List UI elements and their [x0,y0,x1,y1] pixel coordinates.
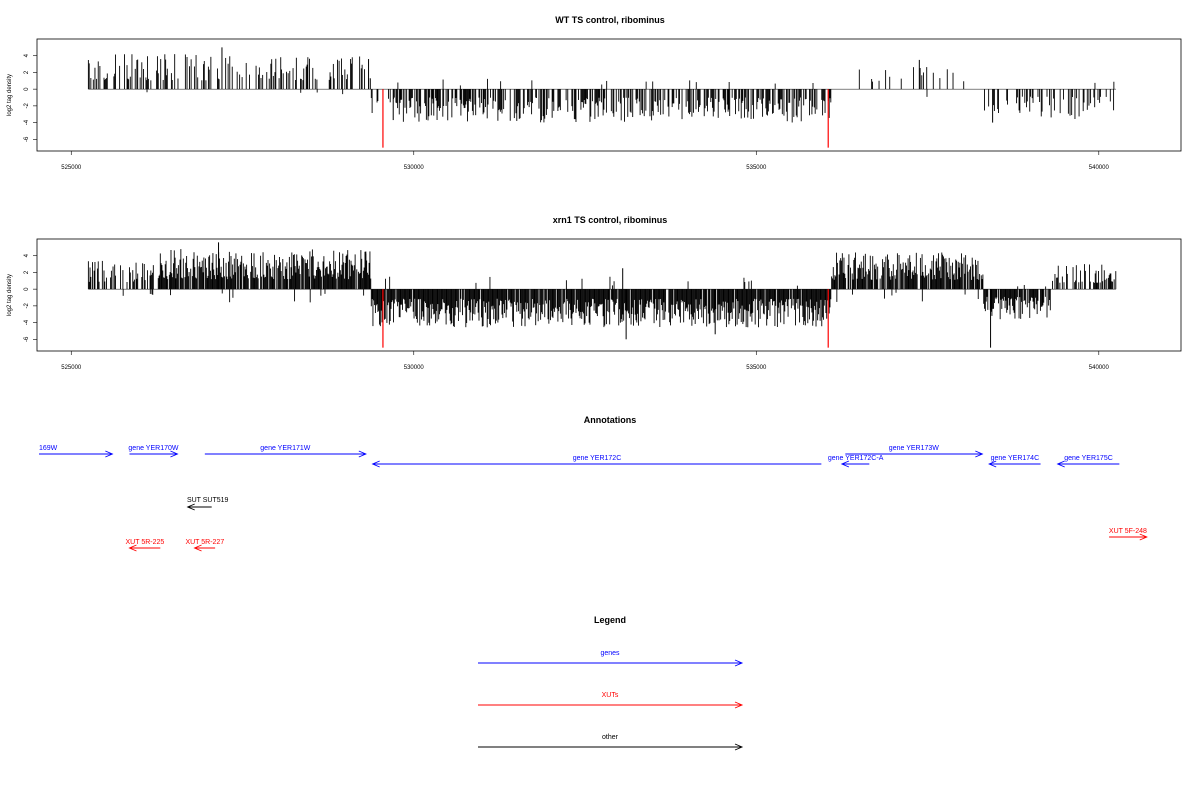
xut-label: XUT 5R-227 [185,539,224,546]
wt-track-title: WT TS control, ribominus [555,15,665,25]
gene-label: gene YER175C [1064,455,1113,462]
gene-label: gene YER172C-A [828,455,884,462]
legend-label: genes [600,650,620,657]
wt-y-axis-label: log2 tag density [7,74,13,116]
other-feature-arrow [186,503,212,511]
xrn1-track-panel: xrn1 TS control, ribominus log2 tag dens… [7,215,1182,371]
xut-label: XUT 5R-225 [126,539,165,546]
wt-x-ticks: 525000 530000 535000 540000 [61,151,1109,171]
legend-arrowhead [734,659,744,667]
other-feature-label: SUT SUT519 [187,497,229,504]
gene-label: gene YER172C [573,455,622,462]
xrn1-bars [87,242,1117,348]
gene-arrow [840,460,870,468]
legend-item: other [478,734,744,751]
legend-panel: Legend genes XUTs other [478,615,744,751]
y-tick-label: 0 [24,87,30,91]
gene-label: 169W [39,445,58,452]
annotations-panel: Annotations 169W gene YER170W gene YER171W… [39,415,1148,552]
y-tick-label: 2 [24,270,30,274]
gene-label: gene YER171W [260,445,310,452]
xut-label: XUT 5F-248 [1109,528,1147,535]
xrn1-y-axis-label: log2 tag density [7,274,13,316]
gene-label: gene YER170W [128,445,178,452]
gene-arrow [204,450,367,458]
gene-arrow [1056,460,1120,468]
xrn1-y-ticks: 4 2 0 -2 -4 -6 [24,253,37,342]
gene-arrow [988,460,1041,468]
wt-bars [87,47,1116,148]
y-tick-label: -4 [24,319,30,325]
gene-label: gene YER173W [889,445,939,452]
wt-y-ticks: 4 2 0 -2 -4 -6 [24,53,37,142]
xut-arrow [128,544,161,552]
annotation-features: 169W gene YER170W gene YER171W gene YER172C… [39,445,1148,552]
y-tick-label: 4 [24,253,30,257]
legend-title: Legend [594,615,626,625]
legend-arrowhead [734,701,744,709]
legend-item: XUTs [478,692,744,709]
x-tick-label: 540000 [1089,165,1110,171]
y-tick-label: 4 [24,53,30,57]
x-tick-label: 530000 [404,165,425,171]
annotations-title: Annotations [584,415,637,425]
legend-item: genes [478,650,744,667]
legend-items: genes XUTs other [478,650,744,751]
y-tick-label: 2 [24,70,30,74]
x-tick-label: 525000 [61,165,82,171]
y-tick-label: -6 [24,136,30,142]
gene-arrow [371,460,822,468]
xut-arrow [1109,533,1148,541]
gene-arrow [39,450,114,458]
wt-track-panel: WT TS control, ribominus log2 tag densit… [7,15,1182,171]
gene-arrow [129,450,179,458]
x-tick-label: 535000 [746,165,767,171]
legend-label: XUTs [602,692,619,699]
x-tick-label: 525000 [61,365,82,371]
y-tick-label: 0 [24,287,30,291]
xrn1-track-title: xrn1 TS control, ribominus [553,215,668,225]
y-tick-label: -4 [24,119,30,125]
gene-label: gene YER174C [991,455,1040,462]
xut-arrow [193,544,216,552]
gene-arrow [845,450,984,458]
x-tick-label: 535000 [746,365,767,371]
xrn1-x-ticks: 525000 530000 535000 540000 [61,351,1109,371]
y-tick-label: -6 [24,336,30,342]
legend-arrowhead [734,743,744,751]
wt-plot-frame [36,38,1182,152]
xrn1-plot-frame [36,238,1182,352]
y-tick-label: -2 [24,303,30,309]
legend-label: other [602,734,619,741]
y-tick-label: -2 [24,103,30,109]
x-tick-label: 530000 [404,365,425,371]
x-tick-label: 540000 [1089,365,1110,371]
